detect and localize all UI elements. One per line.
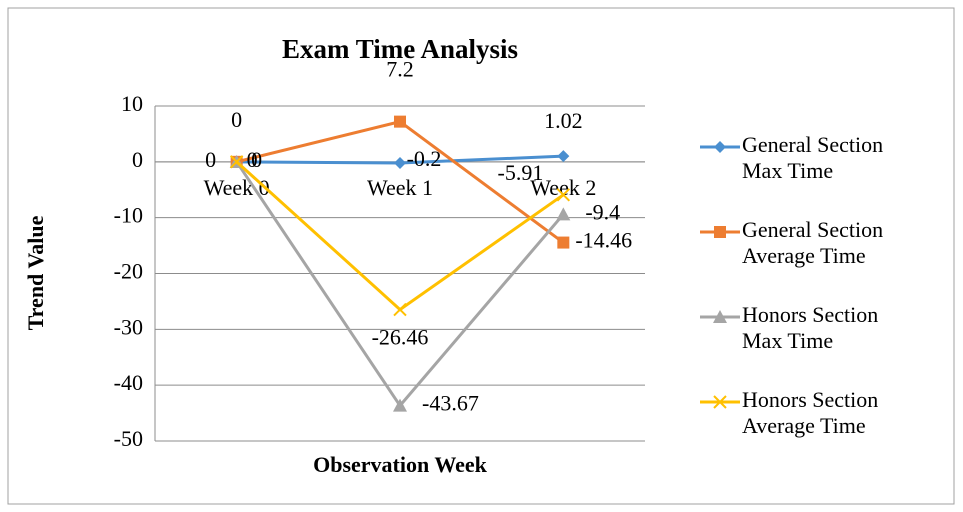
legend-item: Honors Section Average Time: [700, 387, 878, 438]
data-label: 0: [251, 147, 262, 172]
marker: [229, 155, 244, 169]
legend-line-text: Average Time: [742, 243, 866, 268]
marker: [556, 207, 571, 221]
legend-line-text: Honors Section: [742, 387, 878, 412]
marker: [714, 226, 726, 238]
legend-line-text: Honors Section: [742, 302, 878, 327]
x-tick-label: Week 1: [367, 175, 433, 200]
marker: [713, 395, 727, 409]
data-label: -5.91: [498, 160, 544, 185]
marker: [557, 150, 570, 163]
marker: [393, 302, 407, 317]
marker: [714, 141, 726, 153]
legend-line-text: General Section: [742, 217, 883, 242]
data-label: 7.2: [386, 57, 414, 82]
data-label: 0: [231, 107, 242, 132]
legend-label: Honors Section Max Time: [742, 302, 878, 353]
legend-line-text: Max Time: [742, 328, 833, 353]
legend-line-text: Max Time: [742, 158, 833, 183]
y-tick-label: -30: [114, 314, 143, 339]
legend-item: General Section Average Time: [700, 217, 883, 268]
data-label: -26.46: [372, 325, 429, 350]
data-label: -9.4: [585, 199, 620, 224]
y-tick-label: -10: [114, 203, 143, 228]
y-tick-label: 0: [132, 147, 143, 172]
data-label: -14.46: [575, 228, 632, 253]
x-axis-label: Observation Week: [313, 452, 488, 477]
data-label: -43.67: [422, 391, 479, 416]
legend-item: Honors Section Max Time: [700, 302, 878, 353]
data-label: -0.2: [407, 146, 442, 171]
y-tick-label: -40: [114, 370, 143, 395]
marker: [394, 156, 406, 169]
legend-line-text: General Section: [742, 132, 883, 157]
chart-frame: [7, 7, 955, 505]
y-tick-label: -20: [114, 259, 143, 284]
marker: [556, 188, 571, 202]
y-axis-label: Trend Value: [23, 215, 48, 330]
marker: [557, 236, 570, 249]
data-label: 0: [247, 147, 258, 172]
legend-item: General Section Max Time: [700, 132, 883, 183]
y-tick-label: 10: [121, 91, 143, 116]
marker: [394, 115, 406, 128]
legend-label: Honors Section Average Time: [742, 387, 878, 438]
marker: [393, 398, 407, 412]
y-tick-label: -50: [114, 426, 143, 451]
legend-line-text: Average Time: [742, 413, 866, 438]
legend-label: General Section Max Time: [742, 132, 883, 183]
marker: [713, 310, 727, 323]
data-label: 1.02: [544, 108, 583, 133]
legend-label: General Section Average Time: [742, 217, 883, 268]
chart-title: Exam Time Analysis: [282, 34, 518, 64]
data-label: 0: [205, 147, 216, 172]
